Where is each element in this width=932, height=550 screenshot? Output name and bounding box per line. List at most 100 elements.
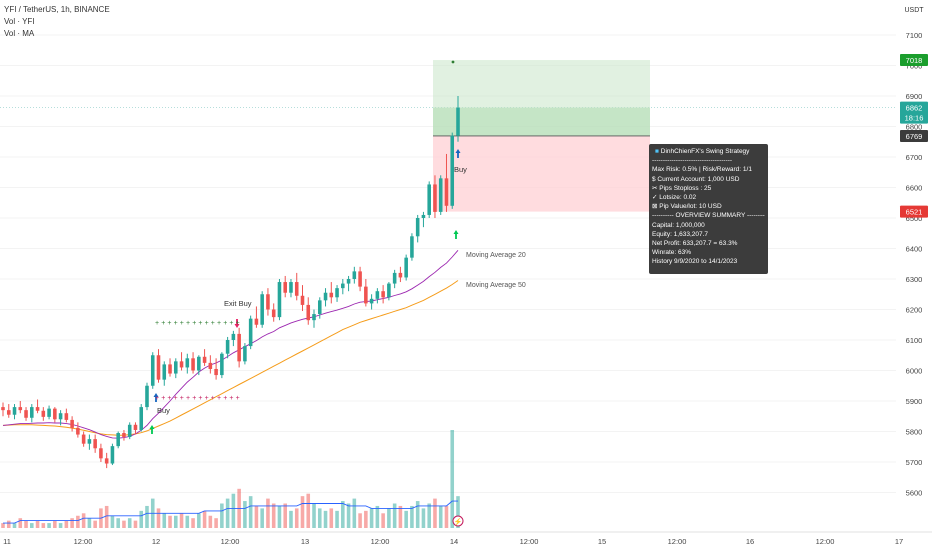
time-tick-label: 13 [301, 537, 309, 546]
price-tick-label: 5900 [906, 397, 923, 406]
candle-body [179, 361, 184, 368]
candle-body [341, 283, 345, 289]
candle-body [87, 439, 92, 444]
candle-body [300, 295, 305, 305]
strategy-history: History 9/9/2020 to 14/1/2023 [652, 258, 738, 266]
buy-label-1: Buy [157, 406, 170, 415]
target-plus-marker: + [186, 320, 190, 327]
time-tick-label: 12:00 [520, 537, 539, 546]
candle-body [185, 358, 190, 368]
volume-bar [421, 508, 426, 528]
strategy-winrate: Winrate: 63% [652, 249, 692, 257]
volume-bar [110, 515, 115, 528]
volume-bar [179, 513, 184, 528]
volume-bar [369, 508, 374, 528]
candle-body [404, 257, 408, 278]
volume-bar [341, 501, 345, 528]
stop-plus-marker: + [229, 395, 233, 402]
candle [450, 132, 455, 209]
candle [18, 401, 23, 414]
profit-fill [433, 107, 650, 136]
candle-body [110, 446, 115, 464]
current-price-tag: 6862 [906, 104, 923, 113]
stop-plus-marker: + [174, 395, 178, 402]
volume-bar [35, 520, 40, 528]
candle [191, 352, 195, 374]
price-tick-label: 6400 [906, 245, 923, 254]
candle-body [58, 413, 63, 420]
candle [387, 282, 391, 301]
candle-body [387, 283, 391, 298]
candle [70, 416, 74, 432]
volume-bar [381, 513, 385, 528]
candle [76, 422, 80, 438]
candle [364, 279, 368, 307]
candle-body [335, 288, 339, 298]
target-plus-marker: + [192, 320, 196, 327]
candle [185, 353, 190, 374]
ma20-line [2, 250, 459, 439]
volume-bar [438, 505, 443, 528]
ma50-label: Moving Average 50 [466, 282, 526, 289]
volume-bar [76, 515, 80, 528]
symbol-title[interactable]: YFI / TetherUS, 1h, BINANCE [4, 5, 110, 14]
candle [421, 211, 426, 228]
volume-bar [145, 505, 149, 528]
volume-ma-line [3, 500, 458, 524]
price-tick-label: 5800 [906, 428, 923, 437]
volume-bar [456, 496, 460, 528]
candle-body [306, 304, 311, 321]
volume-bar [6, 520, 11, 528]
candle-body [415, 218, 420, 237]
volume-bar [208, 515, 213, 528]
volume-bar [450, 430, 455, 528]
candle [335, 285, 339, 302]
volume-bar [139, 510, 144, 528]
volume-ma-indicator-label[interactable]: Vol · MA [4, 29, 35, 38]
candle [1, 402, 5, 417]
candle-body [352, 271, 357, 279]
strategy-account: $ Current Account: 1,000 USD [652, 175, 740, 183]
candle-body [35, 407, 40, 411]
time-tick-label: 12 [152, 537, 160, 546]
candle-body [266, 294, 270, 310]
candle [398, 266, 403, 283]
candle-body [346, 279, 351, 284]
candle [162, 361, 167, 386]
stop-price-tag: 6521 [906, 208, 923, 217]
candle-body [18, 407, 23, 411]
candle [266, 288, 270, 316]
candle-body [271, 309, 276, 318]
target-plus-marker: + [167, 320, 171, 327]
volume-bar [404, 510, 408, 528]
candle [35, 399, 40, 414]
candle-body [47, 408, 51, 417]
candle-body [122, 433, 126, 437]
volume-bar [254, 505, 259, 528]
candle [6, 404, 11, 418]
volume-bar [375, 505, 380, 528]
candles [1, 96, 460, 469]
volume-bar [323, 510, 328, 528]
volume-bar [248, 496, 253, 528]
target-plus-marker: + [198, 320, 202, 327]
candle-body [116, 433, 120, 447]
candle-body [289, 282, 293, 293]
candle-body [145, 385, 149, 408]
volume-indicator-label[interactable]: Vol · YFI [4, 17, 35, 26]
volume-bar [191, 518, 195, 528]
candle-body [41, 410, 46, 417]
target-price-tag-bg [900, 54, 928, 67]
volume-bar [18, 518, 23, 528]
candle-body [369, 298, 374, 304]
strategy-equity: Equity: 1,633,207.7 [652, 230, 709, 238]
candle [81, 431, 86, 447]
position-zones [433, 60, 650, 212]
buy-signal-arrow-icon-2 [453, 230, 459, 239]
exit-buy-arrow-icon [234, 319, 240, 328]
event-marker-icon [452, 515, 464, 527]
volume-bar [12, 523, 17, 528]
volume-bar [312, 503, 316, 528]
candle-body [421, 214, 426, 218]
